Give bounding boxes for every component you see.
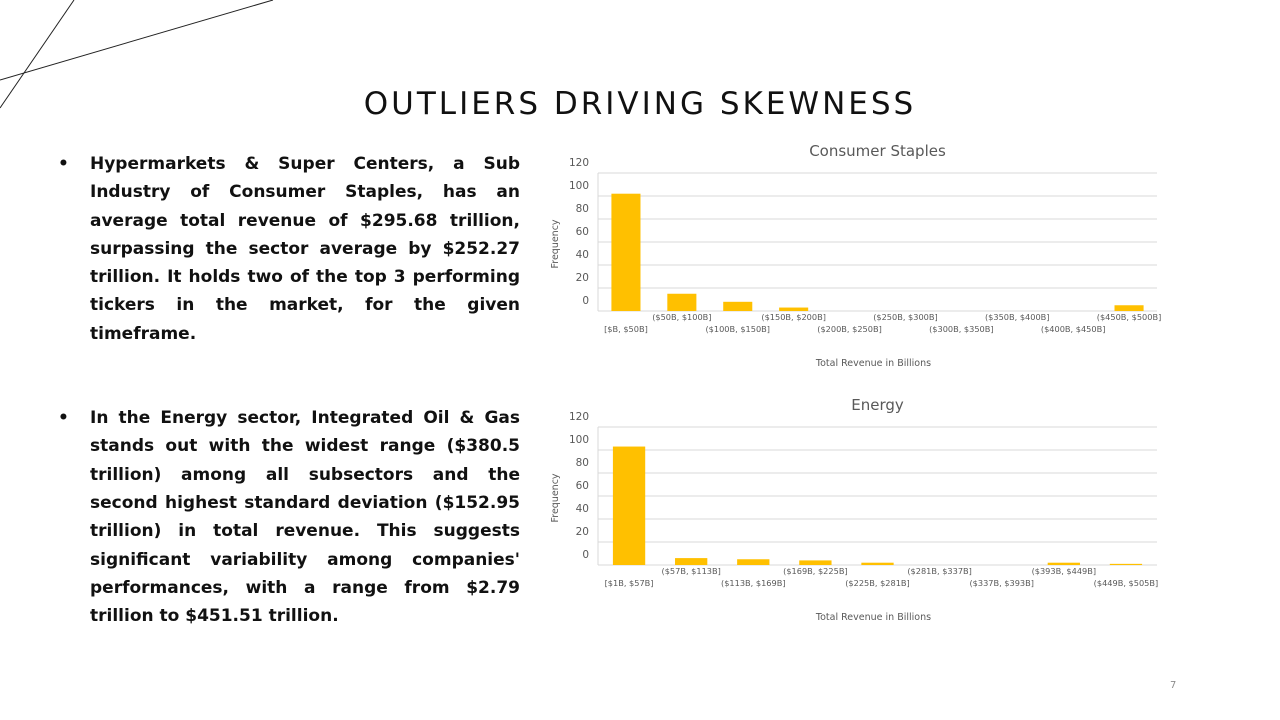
bullet-list: • Hypermarkets & Super Centers, a Sub In…: [58, 150, 520, 630]
x-category-label: [$1B, $57B]: [605, 578, 654, 588]
x-category-label: ($281B, $337B]: [907, 566, 972, 576]
y-tick-label: 80: [576, 203, 589, 215]
x-category-label: ($225B, $281B]: [845, 578, 910, 588]
y-tick-label: 100: [569, 180, 589, 192]
y-tick-label: 20: [576, 272, 589, 284]
y-tick-label: 0: [582, 295, 589, 307]
x-category-label: ($200B, $250B]: [817, 324, 882, 334]
x-category-label: ($300B, $350B]: [929, 324, 994, 334]
energy-chart: Energy 0 20 40 60 80 100 120 [$1B, $57B] ($57B, $…: [545, 389, 1165, 634]
y-tick-label: 60: [576, 226, 589, 238]
y-tick-label: 120: [569, 157, 589, 169]
x-axis-title: Total Revenue in Billions: [815, 358, 931, 369]
bar: [612, 446, 646, 565]
x-category-label: ($150B, $200B]: [761, 312, 826, 322]
consumer-staples-chart: Consumer Staples 0 20 40 60 80 100 120 [$B, $50B…: [545, 135, 1165, 380]
y-axis-title: Frequency: [550, 219, 561, 268]
slide-title: OUTLIERS DRIVING SKEWNESS: [363, 86, 917, 122]
x-category-label: ($100B, $150B]: [705, 324, 770, 334]
y-tick-label: 20: [576, 526, 589, 538]
y-tick-label: 40: [576, 249, 589, 261]
y-tick-label: 80: [576, 457, 589, 469]
y-tick-label: 60: [576, 480, 589, 492]
y-axis-title: Frequency: [550, 473, 561, 522]
bullet-marker: •: [58, 154, 69, 174]
bar: [737, 559, 770, 565]
bullet-text: Hypermarkets & Super Centers, a Sub Indu…: [90, 154, 520, 344]
x-category-label: ($449B, $505B]: [1094, 578, 1159, 588]
energy-chart-svg: Energy 0 20 40 60 80 100 120 [$1B, $57B] ($57B, $…: [550, 396, 1159, 623]
bullet-item-energy: • In the Energy sector, Integrated Oil &…: [58, 404, 520, 630]
y-tick-label: 100: [569, 434, 589, 446]
x-category-label: ($169B, $225B]: [783, 566, 848, 576]
bar: [1109, 563, 1143, 565]
x-category-label: ($57B, $113B]: [662, 566, 721, 576]
x-category-label: [$B, $50B]: [604, 324, 648, 334]
bar: [667, 293, 697, 311]
chart-title: Consumer Staples: [809, 142, 946, 160]
x-category-label: ($113B, $169B]: [721, 578, 786, 588]
y-tick-label: 40: [576, 503, 589, 515]
bullet-marker: •: [58, 408, 69, 429]
bar: [1114, 305, 1144, 311]
bar: [723, 301, 753, 311]
bar: [799, 560, 832, 565]
bar: [1047, 562, 1080, 565]
x-category-label: ($250B, $300B]: [873, 312, 938, 322]
x-category-label: ($400B, $450B]: [1041, 324, 1106, 334]
y-tick-label: 0: [582, 549, 589, 561]
x-category-label: ($350B, $400B]: [985, 312, 1050, 322]
chart-title: Energy: [851, 396, 904, 414]
consumer-staples-chart-svg: Consumer Staples 0 20 40 60 80 100 120 [$B, $50B…: [550, 142, 1162, 369]
bar: [675, 558, 708, 565]
x-axis-title: Total Revenue in Billions: [815, 612, 931, 623]
x-category-label: ($393B, $449B]: [1032, 566, 1097, 576]
bar: [779, 307, 809, 311]
x-category-label: ($450B, $500B]: [1097, 312, 1162, 322]
bullet-text: In the Energy sector, Integrated Oil & G…: [90, 408, 520, 627]
page-number: 7: [1170, 680, 1177, 691]
bar: [611, 193, 641, 311]
x-category-label: ($50B, $100B]: [652, 312, 711, 322]
y-tick-label: 120: [569, 411, 589, 423]
x-category-label: ($337B, $393B]: [969, 578, 1034, 588]
bar: [861, 562, 894, 565]
bullet-item-consumer-staples: • Hypermarkets & Super Centers, a Sub In…: [58, 150, 520, 348]
decorative-lines: [0, 0, 274, 109]
